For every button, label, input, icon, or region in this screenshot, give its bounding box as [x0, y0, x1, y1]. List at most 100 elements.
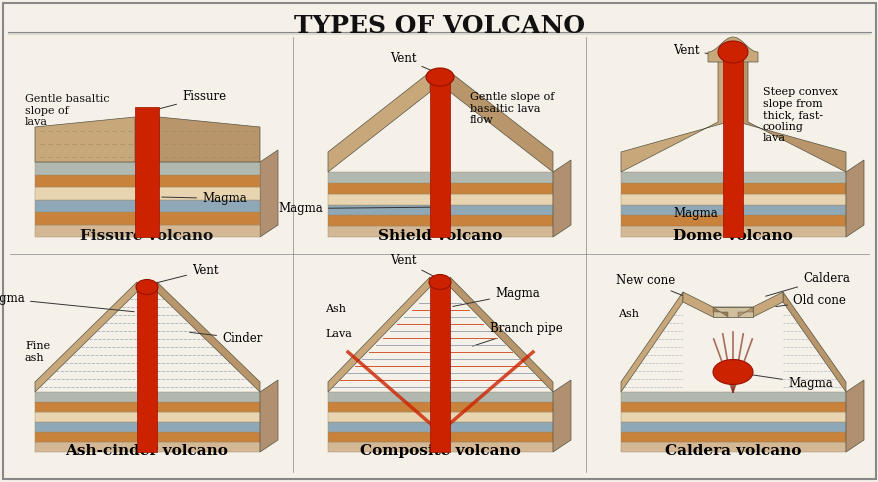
Text: Gentle basaltic
slope of
lava: Gentle basaltic slope of lava: [25, 94, 110, 127]
Bar: [620, 226, 845, 237]
Bar: [137, 287, 157, 452]
Bar: [35, 200, 260, 212]
Bar: [35, 392, 260, 402]
Bar: [327, 226, 552, 237]
Text: Shield volcano: Shield volcano: [378, 229, 501, 243]
Text: Steep convex
slope from
thick, fast-
cooling
lava: Steep convex slope from thick, fast- coo…: [762, 87, 837, 144]
Text: Fine
ash: Fine ash: [25, 341, 50, 363]
Polygon shape: [738, 52, 845, 172]
Bar: [327, 402, 552, 412]
Bar: [620, 432, 845, 442]
Bar: [327, 204, 552, 215]
Polygon shape: [707, 37, 757, 62]
FancyBboxPatch shape: [3, 3, 875, 479]
Polygon shape: [712, 307, 752, 317]
Bar: [327, 422, 552, 432]
Text: Branch pipe: Branch pipe: [472, 322, 562, 346]
Polygon shape: [845, 380, 863, 452]
Text: Vent: Vent: [155, 264, 219, 283]
Ellipse shape: [712, 360, 752, 385]
Polygon shape: [327, 277, 429, 392]
Bar: [35, 187, 260, 200]
Text: Magma: Magma: [162, 192, 247, 205]
Bar: [35, 162, 260, 174]
Bar: [327, 442, 552, 452]
Polygon shape: [157, 282, 260, 392]
Polygon shape: [782, 292, 845, 392]
Text: Lava: Lava: [325, 329, 351, 339]
Text: Vent: Vent: [673, 44, 730, 57]
Text: TYPES OF VOLCANO: TYPES OF VOLCANO: [293, 14, 585, 38]
Polygon shape: [159, 117, 260, 162]
Text: Ash-cinder volcano: Ash-cinder volcano: [66, 444, 228, 458]
Bar: [35, 212, 260, 225]
Text: Vent: Vent: [390, 52, 432, 71]
Polygon shape: [327, 72, 429, 172]
Text: Cinder: Cinder: [190, 332, 262, 345]
Polygon shape: [552, 380, 571, 452]
Bar: [620, 422, 845, 432]
Bar: [620, 183, 845, 194]
Ellipse shape: [426, 68, 453, 86]
Bar: [620, 215, 845, 226]
Bar: [35, 174, 260, 187]
Text: Caldera: Caldera: [765, 272, 849, 296]
Text: Vent: Vent: [390, 254, 432, 276]
Bar: [620, 204, 845, 215]
Text: Old cone: Old cone: [775, 294, 845, 307]
Text: Ash: Ash: [325, 304, 346, 314]
Polygon shape: [620, 52, 727, 172]
Bar: [429, 77, 450, 237]
Text: Composite volcano: Composite volcano: [359, 444, 520, 458]
Polygon shape: [738, 307, 752, 317]
Polygon shape: [845, 160, 863, 237]
Text: Magma: Magma: [0, 292, 134, 312]
Polygon shape: [552, 160, 571, 237]
Bar: [35, 402, 260, 412]
Bar: [135, 107, 159, 237]
Bar: [327, 183, 552, 194]
Text: Fissure volcano: Fissure volcano: [81, 229, 213, 243]
Bar: [327, 412, 552, 422]
Bar: [620, 412, 845, 422]
Bar: [35, 442, 260, 452]
Bar: [327, 392, 552, 402]
Polygon shape: [35, 117, 135, 162]
Bar: [327, 194, 552, 204]
Bar: [327, 215, 552, 226]
Text: Magma: Magma: [452, 287, 539, 307]
Polygon shape: [260, 380, 277, 452]
Bar: [35, 412, 260, 422]
Polygon shape: [682, 292, 782, 317]
Polygon shape: [260, 150, 277, 237]
Polygon shape: [35, 282, 137, 392]
Bar: [327, 432, 552, 442]
Bar: [620, 194, 845, 204]
Bar: [620, 172, 845, 183]
Bar: [35, 422, 260, 432]
Text: Fissure: Fissure: [149, 91, 226, 111]
Bar: [723, 52, 742, 237]
Text: Dome volcano: Dome volcano: [673, 229, 792, 243]
Bar: [429, 282, 450, 452]
Polygon shape: [450, 72, 552, 172]
Polygon shape: [450, 277, 552, 392]
Text: Magma: Magma: [278, 202, 447, 215]
Ellipse shape: [717, 41, 747, 63]
Bar: [620, 392, 845, 402]
Bar: [35, 432, 260, 442]
Text: Caldera volcano: Caldera volcano: [664, 444, 800, 458]
Text: New cone: New cone: [615, 274, 724, 313]
Polygon shape: [620, 292, 682, 392]
Bar: [620, 442, 845, 452]
Text: Magma: Magma: [735, 373, 831, 390]
Text: Magma: Magma: [673, 207, 739, 220]
Bar: [35, 225, 260, 237]
Ellipse shape: [428, 275, 450, 290]
Bar: [620, 402, 845, 412]
Text: Gentle slope of
basaltic lava
flow: Gentle slope of basaltic lava flow: [470, 92, 554, 125]
Bar: [327, 172, 552, 183]
Text: Ash: Ash: [617, 309, 638, 319]
Ellipse shape: [136, 280, 158, 295]
Polygon shape: [712, 307, 727, 317]
